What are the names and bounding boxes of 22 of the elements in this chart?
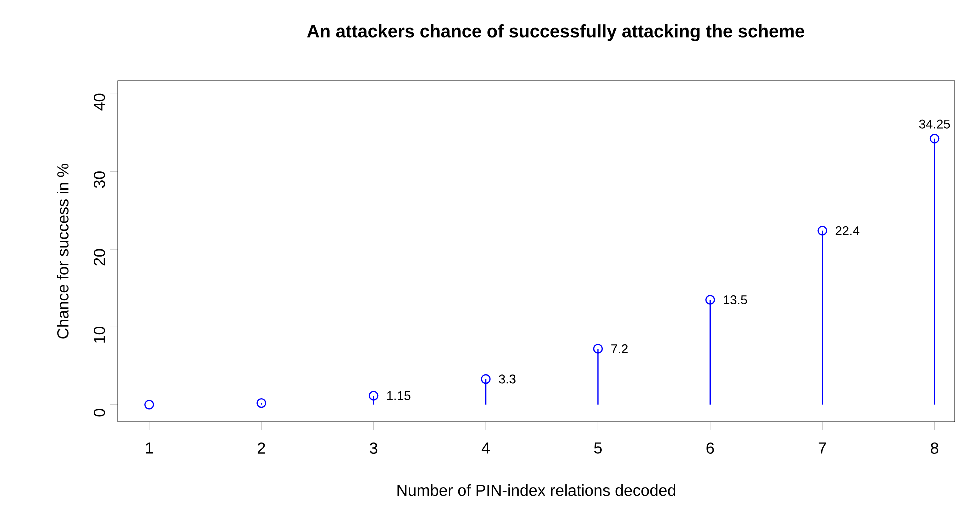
x-tick-label: 1 [146, 442, 154, 454]
y-tick-label: 20 [94, 249, 106, 266]
data-label: 22.4 [836, 226, 860, 236]
data-label: 7.2 [612, 344, 628, 354]
x-tick-label: 2 [258, 442, 266, 454]
x-tick-label: 6 [706, 442, 714, 454]
data-label: 1.15 [387, 392, 411, 400]
chart-title: An attackers chance of successfully attacking the scheme [307, 24, 804, 42]
x-tick-label: 3 [370, 442, 378, 454]
x-axis-title: Number of PIN-index relations decoded [398, 484, 676, 496]
y-tick-label: 10 [94, 326, 106, 343]
y-axis-title: Chance for success in % [57, 164, 69, 339]
data-label: 3.3 [499, 374, 516, 384]
x-tick-label: 4 [482, 442, 490, 454]
data-label: 34.25 [919, 120, 950, 129]
y-tick-label: 30 [94, 172, 106, 188]
data-label: 13.5 [724, 296, 748, 305]
x-tick-label: 7 [818, 442, 826, 454]
y-tick-label: 40 [94, 94, 106, 111]
x-tick-label: 8 [931, 442, 939, 454]
y-tick-label: 0 [94, 409, 106, 417]
x-tick-label: 5 [594, 442, 602, 454]
